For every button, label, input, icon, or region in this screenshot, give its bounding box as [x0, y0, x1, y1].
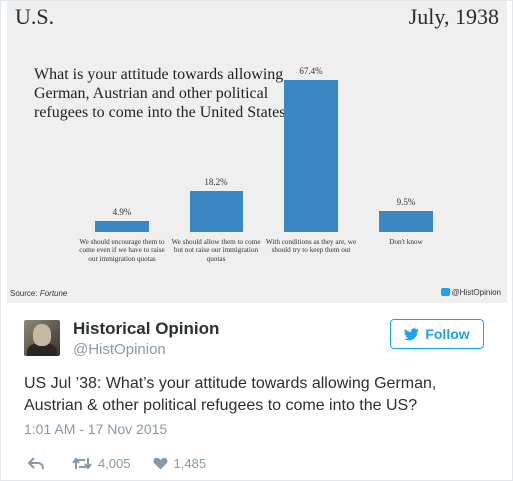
infographic-region: U.S.: [15, 4, 55, 29]
avatar[interactable]: [24, 320, 60, 356]
chart-bar-3: [284, 80, 338, 232]
infographic-date: July, 1938: [408, 4, 499, 29]
avatar-head: [33, 324, 51, 346]
like-action[interactable]: 1,485: [153, 455, 207, 471]
chart-value-label-1: 4.9%: [112, 207, 132, 217]
display-name[interactable]: Historical Opinion: [73, 319, 220, 338]
tweet-card: Historical Opinion @HistOpinion Follow U…: [1, 303, 512, 480]
source-credit: Source: Fortune: [10, 289, 67, 298]
follow-label: Follow: [425, 326, 470, 342]
chart-value-label-4: 9.5%: [396, 197, 416, 207]
retweet-icon: [72, 456, 92, 470]
infographic-handle: @HistOpinion: [440, 288, 501, 297]
twitter-mini-icon: [440, 288, 450, 296]
infographic-image[interactable]: U.S. July, 1938 What is your attitude to…: [7, 1, 507, 303]
chart-category-label-1: We should encourage them to come even if…: [79, 238, 165, 263]
chart-bar-2: [189, 191, 243, 232]
reply-action[interactable]: [28, 456, 50, 470]
tweet-text: US Jul ’38: What’s your attitude towards…: [24, 375, 437, 414]
reply-icon: [28, 456, 44, 469]
chart-category-label-4: Don't know: [389, 238, 423, 246]
chart-category-label-3: With conditions as they are, we should t…: [265, 238, 357, 255]
infographic-handle-text: @HistOpinion: [451, 288, 501, 297]
tweet-timestamp[interactable]: 1:01 AM - 17 Nov 2015: [24, 421, 168, 437]
retweet-action[interactable]: 4,005: [72, 456, 131, 471]
chart-bar-4: [379, 211, 433, 232]
source-label: Source:: [10, 289, 38, 298]
chart-bar-1: [95, 221, 149, 232]
avatar-body: [27, 344, 57, 356]
tweet-actions: 4,005 1,485: [28, 453, 228, 473]
chart-value-label-3: 67.4%: [299, 66, 323, 76]
follow-button[interactable]: Follow: [390, 319, 484, 349]
heart-icon: [153, 457, 168, 469]
username[interactable]: @HistOpinion: [73, 341, 166, 358]
twitter-bird-icon: [404, 327, 420, 340]
chart-category-label-2: We should allow them to come but not rai…: [171, 238, 261, 263]
chart-value-label-2: 18.2%: [204, 177, 228, 187]
retweet-count: 4,005: [98, 455, 131, 471]
infographic-question: What is your attitude towards allowing G…: [34, 66, 293, 121]
source-name: Fortune: [39, 289, 68, 298]
like-count: 1,485: [173, 455, 207, 471]
